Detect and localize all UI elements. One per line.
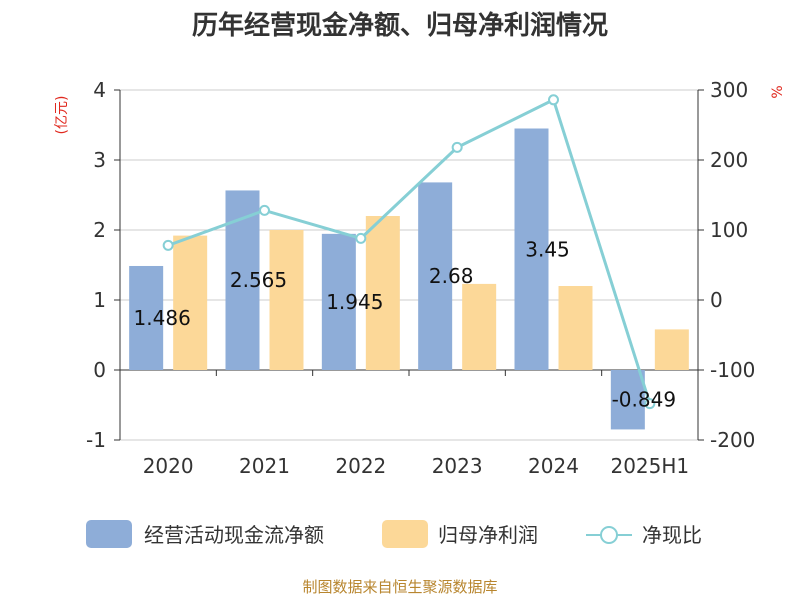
- ratio-line-series: [162, 94, 656, 410]
- legend-item-ratio[interactable]: 净现比: [586, 523, 702, 547]
- right-tick-label: -100: [710, 358, 755, 382]
- left-axis-ticks: 4 3 2 1 0 -1: [86, 78, 120, 452]
- legend-swatch-net-profit: [382, 520, 428, 548]
- legend-label-cash-flow: 经营活动现金流净额: [144, 523, 324, 547]
- cash-flow-bar: [129, 265, 164, 370]
- x-tick-label: 2023: [432, 454, 483, 478]
- cash-flow-bar: [321, 233, 356, 370]
- cash-flow-bar: [418, 182, 453, 370]
- ratio-line-path: [167, 97, 652, 405]
- right-tick-label: 300: [710, 78, 748, 102]
- legend-item-cash-flow[interactable]: 经营活动现金流净额: [86, 520, 324, 548]
- left-tick-label: 1: [93, 288, 106, 312]
- x-axis-ticks: 2020 2021 2022 2023 2024 2025H1: [119, 370, 699, 478]
- ratio-line-point: [644, 398, 656, 410]
- legend-item-net-profit[interactable]: 归母净利润: [382, 520, 538, 548]
- left-tick-label: 0: [93, 358, 106, 382]
- x-tick-label: 2025H1: [610, 454, 689, 478]
- right-axis-unit-label: %: [770, 85, 786, 98]
- cash-flow-bar: [225, 190, 260, 370]
- legend-swatch-cash-flow: [86, 520, 132, 548]
- net-profit-bar: [462, 283, 497, 370]
- cash-flow-data-label: -0.849: [612, 388, 676, 412]
- cash-flow-data-label: 3.45: [525, 237, 570, 261]
- ratio-line-point: [451, 141, 463, 153]
- x-tick-label: 2021: [239, 454, 290, 478]
- cash-flow-bar: [610, 370, 645, 430]
- ratio-line-point: [259, 204, 270, 216]
- right-axis-ticks: 300 200 100 0 -100 -200: [698, 78, 755, 452]
- legend-marker-ratio: [600, 526, 618, 544]
- source-footer: 制图数据来自恒生聚源数据库: [302, 578, 497, 596]
- legend: 经营活动现金流净额 归母净利润 净现比: [86, 520, 702, 548]
- right-tick-label: 200: [710, 148, 748, 172]
- net-profit-bar: [558, 286, 593, 370]
- net-profit-bar: [173, 235, 208, 370]
- ratio-line-point: [548, 94, 559, 106]
- cash-flow-data-label: 2.68: [429, 264, 474, 288]
- x-tick-label: 2022: [335, 454, 386, 478]
- x-tick-label: 2020: [143, 454, 194, 478]
- net-profit-bar: [365, 216, 400, 370]
- right-tick-label: 100: [710, 218, 748, 242]
- legend-label-net-profit: 归母净利润: [438, 523, 538, 547]
- left-tick-label: -1: [86, 428, 106, 452]
- cash-flow-data-label: 1.945: [326, 290, 383, 314]
- net-profit-bar: [654, 329, 689, 370]
- cash-flow-data-label: 1.486: [134, 306, 191, 330]
- left-axis-unit-label: (亿元): [54, 96, 70, 135]
- net-profit-bar: [269, 230, 304, 370]
- ratio-line-point: [162, 239, 174, 251]
- legend-label-ratio: 净现比: [642, 523, 702, 547]
- ratio-line-point: [355, 232, 367, 244]
- left-tick-label: 2: [93, 218, 106, 242]
- cash-flow-bar: [514, 128, 549, 370]
- bars: [129, 128, 689, 430]
- bar-data-labels: 1.486 2.565 1.945 2.68 3.45 -0.849: [134, 237, 677, 411]
- x-tick-label: 2024: [528, 454, 579, 478]
- cash-flow-data-label: 2.565: [230, 268, 287, 292]
- right-tick-label: 0: [710, 288, 723, 312]
- left-tick-label: 3: [93, 148, 106, 172]
- right-tick-label: -200: [710, 428, 755, 452]
- chart-title: 历年经营现金净额、归母净利润情况: [192, 10, 608, 41]
- left-tick-label: 4: [93, 78, 106, 102]
